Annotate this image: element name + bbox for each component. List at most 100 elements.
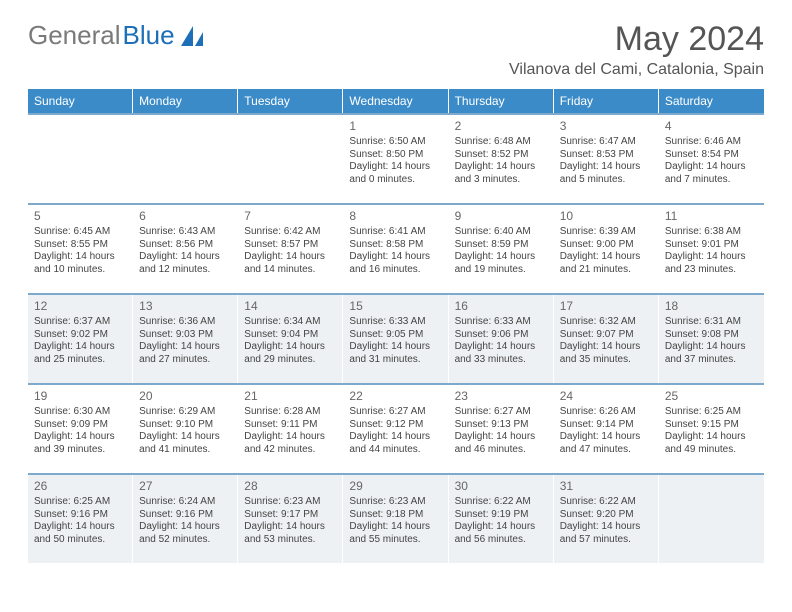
sunrise-text: Sunrise: 6:34 AM bbox=[244, 316, 336, 329]
daylight-text: Daylight: 14 hours and 0 minutes. bbox=[349, 161, 441, 186]
day-cell: 27Sunrise: 6:24 AMSunset: 9:16 PMDayligh… bbox=[133, 475, 238, 563]
day-number: 9 bbox=[455, 209, 547, 224]
sunset-text: Sunset: 8:50 PM bbox=[349, 149, 441, 162]
daylight-text: Daylight: 14 hours and 49 minutes. bbox=[665, 431, 758, 456]
daylight-text: Daylight: 14 hours and 42 minutes. bbox=[244, 431, 336, 456]
day-number: 3 bbox=[560, 119, 652, 134]
day-number: 18 bbox=[665, 299, 758, 314]
day-cell: 21Sunrise: 6:28 AMSunset: 9:11 PMDayligh… bbox=[238, 385, 343, 473]
daylight-text: Daylight: 14 hours and 35 minutes. bbox=[560, 341, 652, 366]
day-number: 27 bbox=[139, 479, 231, 494]
day-cell: 1Sunrise: 6:50 AMSunset: 8:50 PMDaylight… bbox=[343, 115, 448, 203]
day-cell: 30Sunrise: 6:22 AMSunset: 9:19 PMDayligh… bbox=[449, 475, 554, 563]
sunset-text: Sunset: 9:10 PM bbox=[139, 419, 231, 432]
weekday-header: Wednesday bbox=[343, 89, 448, 113]
sunrise-text: Sunrise: 6:29 AM bbox=[139, 406, 231, 419]
daylight-text: Daylight: 14 hours and 23 minutes. bbox=[665, 251, 758, 276]
sunrise-text: Sunrise: 6:46 AM bbox=[665, 136, 758, 149]
daylight-text: Daylight: 14 hours and 29 minutes. bbox=[244, 341, 336, 366]
daylight-text: Daylight: 14 hours and 21 minutes. bbox=[560, 251, 652, 276]
sunset-text: Sunset: 8:53 PM bbox=[560, 149, 652, 162]
day-cell: 17 Sunrise: 6:32 AMSunset: 9:07 PMDayligh… bbox=[554, 295, 659, 383]
daylight-text: Daylight: 14 hours and 19 minutes. bbox=[455, 251, 547, 276]
sunset-text: Sunset: 8:55 PM bbox=[34, 239, 126, 252]
day-cell: 24Sunrise: 6:26 AMSunset: 9:14 PMDayligh… bbox=[554, 385, 659, 473]
header: GeneralBlue May 2024 Vilanova del Cami, … bbox=[0, 0, 792, 85]
sunset-text: Sunset: 8:59 PM bbox=[455, 239, 547, 252]
week-row: 12Sunrise: 6:37 AMSunset: 9:02 PMDayligh… bbox=[28, 293, 764, 383]
sunrise-text: Sunrise: 6:38 AM bbox=[665, 226, 758, 239]
sunset-text: Sunset: 9:13 PM bbox=[455, 419, 547, 432]
day-number: 2 bbox=[455, 119, 547, 134]
weekday-header: Tuesday bbox=[238, 89, 343, 113]
day-number: 11 bbox=[665, 209, 758, 224]
week-row: 19Sunrise: 6:30 AMSunset: 9:09 PMDayligh… bbox=[28, 383, 764, 473]
sunrise-text: Sunrise: 6:37 AM bbox=[34, 316, 126, 329]
week-row: 5Sunrise: 6:45 AMSunset: 8:55 PMDaylight… bbox=[28, 203, 764, 293]
sunset-text: Sunset: 9:19 PM bbox=[455, 509, 547, 522]
sunrise-text: Sunrise: 6:27 AM bbox=[349, 406, 441, 419]
sunrise-text: Sunrise: 6:23 AM bbox=[244, 496, 336, 509]
sunrise-text: Sunrise: 6:24 AM bbox=[139, 496, 231, 509]
daylight-text: Daylight: 14 hours and 55 minutes. bbox=[349, 521, 441, 546]
day-cell: 12Sunrise: 6:37 AMSunset: 9:02 PMDayligh… bbox=[28, 295, 133, 383]
day-number: 15 bbox=[349, 299, 441, 314]
day-cell: 7Sunrise: 6:42 AMSunset: 8:57 PMDaylight… bbox=[238, 205, 343, 293]
sunset-text: Sunset: 8:54 PM bbox=[665, 149, 758, 162]
sunset-text: Sunset: 9:00 PM bbox=[560, 239, 652, 252]
weekday-header: Thursday bbox=[449, 89, 554, 113]
sunrise-text: Sunrise: 6:39 AM bbox=[560, 226, 652, 239]
daylight-text: Daylight: 14 hours and 7 minutes. bbox=[665, 161, 758, 186]
sunset-text: Sunset: 9:03 PM bbox=[139, 329, 231, 342]
day-number: 17 bbox=[560, 299, 652, 314]
day-cell: 15Sunrise: 6:33 AMSunset: 9:05 PMDayligh… bbox=[343, 295, 448, 383]
sunrise-text: Sunrise: 6:41 AM bbox=[349, 226, 441, 239]
daylight-text: Daylight: 14 hours and 46 minutes. bbox=[455, 431, 547, 456]
day-cell: 2Sunrise: 6:48 AMSunset: 8:52 PMDaylight… bbox=[449, 115, 554, 203]
sunset-text: Sunset: 9:12 PM bbox=[349, 419, 441, 432]
daylight-text: Daylight: 14 hours and 53 minutes. bbox=[244, 521, 336, 546]
daylight-text: Daylight: 14 hours and 41 minutes. bbox=[139, 431, 231, 456]
daylight-text: Daylight: 14 hours and 47 minutes. bbox=[560, 431, 652, 456]
day-number: 12 bbox=[34, 299, 126, 314]
week-row: 1Sunrise: 6:50 AMSunset: 8:50 PMDaylight… bbox=[28, 113, 764, 203]
weekday-header: Monday bbox=[133, 89, 238, 113]
title-block: May 2024 Vilanova del Cami, Catalonia, S… bbox=[509, 20, 764, 79]
day-cell: 23Sunrise: 6:27 AMSunset: 9:13 PMDayligh… bbox=[449, 385, 554, 473]
day-cell: 5Sunrise: 6:45 AMSunset: 8:55 PMDaylight… bbox=[28, 205, 133, 293]
week-row: 26Sunrise: 6:25 AMSunset: 9:16 PMDayligh… bbox=[28, 473, 764, 563]
sunrise-text: Sunrise: 6:31 AM bbox=[665, 316, 758, 329]
day-number: 29 bbox=[349, 479, 441, 494]
sunset-text: Sunset: 9:16 PM bbox=[34, 509, 126, 522]
day-number: 21 bbox=[244, 389, 336, 404]
day-number: 1 bbox=[349, 119, 441, 134]
day-cell: 16Sunrise: 6:33 AMSunset: 9:06 PMDayligh… bbox=[449, 295, 554, 383]
sunrise-text: Sunrise: 6:33 AM bbox=[455, 316, 547, 329]
day-number: 22 bbox=[349, 389, 441, 404]
day-cell: 20Sunrise: 6:29 AMSunset: 9:10 PMDayligh… bbox=[133, 385, 238, 473]
day-cell: 28Sunrise: 6:23 AMSunset: 9:17 PMDayligh… bbox=[238, 475, 343, 563]
sunrise-text: Sunrise: 6:22 AM bbox=[560, 496, 652, 509]
sunrise-text: Sunrise: 6:32 AM bbox=[560, 316, 652, 329]
day-cell: 29Sunrise: 6:23 AMSunset: 9:18 PMDayligh… bbox=[343, 475, 448, 563]
sunset-text: Sunset: 9:01 PM bbox=[665, 239, 758, 252]
day-cell-empty bbox=[28, 115, 133, 203]
day-number: 24 bbox=[560, 389, 652, 404]
daylight-text: Daylight: 14 hours and 10 minutes. bbox=[34, 251, 126, 276]
sunset-text: Sunset: 9:09 PM bbox=[34, 419, 126, 432]
sunset-text: Sunset: 9:05 PM bbox=[349, 329, 441, 342]
daylight-text: Daylight: 14 hours and 44 minutes. bbox=[349, 431, 441, 456]
day-cell: 8Sunrise: 6:41 AMSunset: 8:58 PMDaylight… bbox=[343, 205, 448, 293]
daylight-text: Daylight: 14 hours and 25 minutes. bbox=[34, 341, 126, 366]
month-title: May 2024 bbox=[509, 20, 764, 59]
logo-text-gray: General bbox=[28, 20, 121, 51]
sunrise-text: Sunrise: 6:25 AM bbox=[665, 406, 758, 419]
sunset-text: Sunset: 9:14 PM bbox=[560, 419, 652, 432]
day-number: 31 bbox=[560, 479, 652, 494]
sunset-text: Sunset: 9:07 PM bbox=[560, 329, 652, 342]
sunrise-text: Sunrise: 6:25 AM bbox=[34, 496, 126, 509]
day-number: 4 bbox=[665, 119, 758, 134]
day-cell: 6Sunrise: 6:43 AMSunset: 8:56 PMDaylight… bbox=[133, 205, 238, 293]
day-cell: 9Sunrise: 6:40 AMSunset: 8:59 PMDaylight… bbox=[449, 205, 554, 293]
daylight-text: Daylight: 14 hours and 12 minutes. bbox=[139, 251, 231, 276]
